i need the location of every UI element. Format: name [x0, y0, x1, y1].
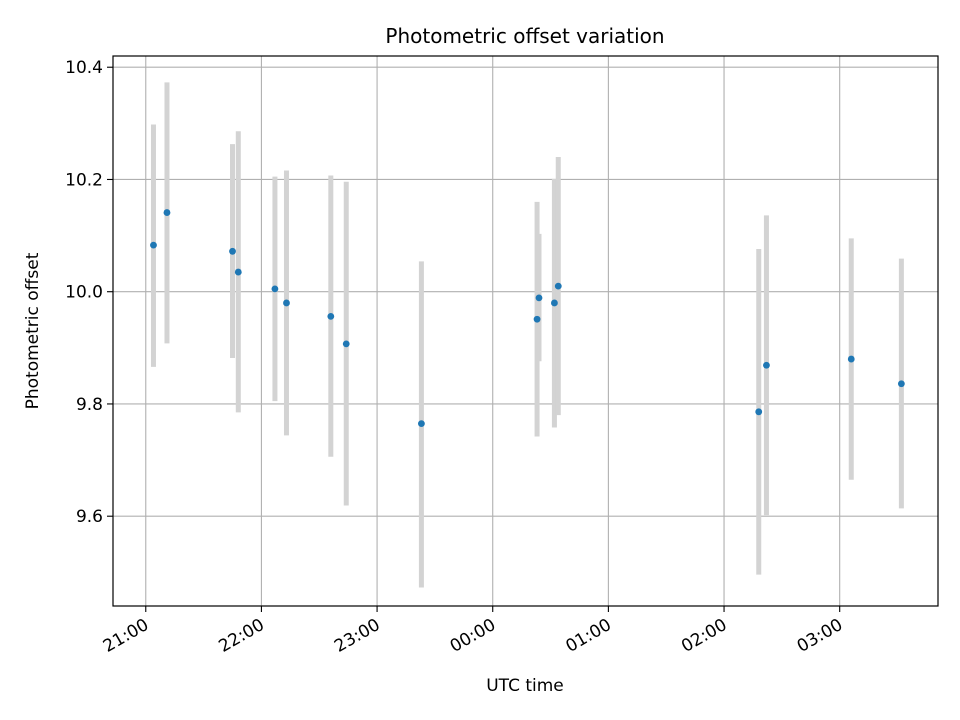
x-axis-label: UTC time — [486, 676, 564, 696]
y-tick-label: 10.2 — [65, 170, 103, 190]
data-point — [847, 355, 855, 363]
data-point — [342, 340, 350, 348]
data-point — [551, 299, 558, 307]
data-point — [755, 408, 763, 416]
y-axis: 9.6 9.8 10.0 10.2 10.4 — [65, 58, 113, 527]
data-point — [234, 268, 242, 276]
data-point — [271, 285, 279, 293]
y-tick-label: 9.6 — [76, 507, 103, 527]
data-point — [897, 380, 905, 388]
data-point — [418, 420, 425, 428]
y-axis-label: Photometric offset — [23, 252, 43, 409]
plot-frame — [112, 55, 939, 607]
data-point — [763, 361, 770, 369]
data-points — [150, 209, 905, 428]
grid — [113, 56, 938, 606]
y-tick-label: 10.4 — [65, 58, 103, 78]
y-tick-label: 9.8 — [76, 395, 103, 415]
data-point — [163, 209, 171, 216]
data-point — [283, 299, 290, 307]
y-tick-label: 10.0 — [65, 283, 103, 303]
data-point — [229, 247, 236, 255]
data-point — [535, 294, 543, 302]
data-point — [327, 313, 335, 320]
data-point — [554, 282, 562, 290]
chart-title: Photometric offset variation — [385, 24, 664, 48]
data-point — [150, 241, 157, 249]
data-point — [533, 315, 541, 323]
